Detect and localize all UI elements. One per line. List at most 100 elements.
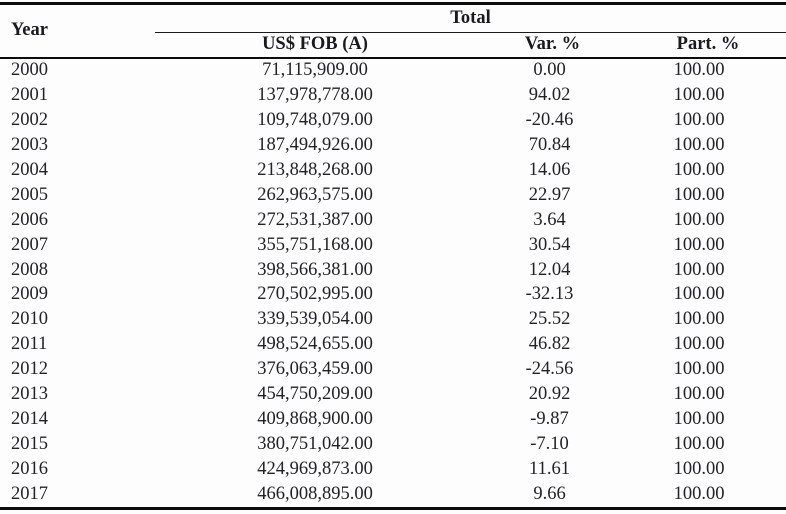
- fob-value-cell: 339,539,054.00: [257, 309, 373, 330]
- table-row: 2017 466,008,895.00 9.66 100.00: [0, 482, 786, 508]
- year-cell: 2003: [11, 135, 48, 156]
- year-cell: 2010: [11, 309, 48, 330]
- part-value-cell: 100.00: [673, 483, 725, 504]
- year-cell: 2013: [11, 384, 48, 405]
- fob-column-header: US$ FOB (A): [155, 32, 475, 59]
- year-cell: 2006: [11, 209, 48, 230]
- fob-value-cell: 466,008,895.00: [257, 483, 373, 504]
- fob-value-cell: 272,531,387.00: [257, 209, 373, 230]
- table-row: 2009 270,502,995.00 -32.13 100.00: [0, 283, 786, 308]
- var-value-cell: -9.87: [530, 408, 569, 429]
- year-cell: 2016: [11, 458, 48, 479]
- group-header-row: Year Total: [0, 3, 786, 59]
- part-value-cell: 100.00: [673, 334, 725, 355]
- table-row: 2006 272,531,387.00 3.64 100.00: [0, 208, 786, 233]
- year-cell: 2012: [11, 359, 48, 380]
- table-row: 2000 71,115,909.00 0.00 100.00: [0, 58, 786, 84]
- fob-value-cell: 187,494,926.00: [257, 135, 373, 156]
- year-cell: 2011: [11, 334, 48, 355]
- table-row: 2016 424,969,873.00 11.61 100.00: [0, 457, 786, 482]
- table-row: 2002 109,748,079.00 -20.46 100.00: [0, 108, 786, 133]
- year-column-header: Year: [0, 3, 155, 59]
- part-value-cell: 100.00: [673, 458, 725, 479]
- var-value-cell: 9.66: [533, 483, 566, 504]
- part-value-cell: 100.00: [673, 284, 725, 305]
- part-value-cell: 100.00: [673, 85, 725, 106]
- part-value-cell: 100.00: [673, 60, 725, 81]
- table-row: 2003 187,494,926.00 70.84 100.00: [0, 133, 786, 158]
- table-body: 2000 71,115,909.00 0.00 100.00 2001 137,978,7…: [0, 58, 786, 509]
- total-group-header: Total: [155, 3, 786, 33]
- year-cell: 2014: [11, 408, 48, 429]
- table-row: 2010 339,539,054.00 25.52 100.00: [0, 307, 786, 332]
- fob-value-cell: 270,502,995.00: [257, 284, 373, 305]
- year-cell: 2000: [11, 60, 48, 81]
- table-row: 2005 262,963,575.00 22.97 100.00: [0, 183, 786, 208]
- var-value-cell: 12.04: [528, 259, 571, 280]
- part-value-cell: 100.00: [673, 433, 725, 454]
- year-cell: 2015: [11, 433, 48, 454]
- part-value-cell: 100.00: [673, 234, 725, 255]
- table-row: 2008 398,566,381.00 12.04 100.00: [0, 258, 786, 283]
- var-value-cell: -20.46: [525, 110, 574, 131]
- fob-value-cell: 213,848,268.00: [257, 160, 373, 180]
- year-cell: 2002: [11, 110, 48, 131]
- var-value-cell: 70.84: [528, 135, 571, 156]
- table-row: 2007 355,751,168.00 30.54 100.00: [0, 233, 786, 258]
- part-value-cell: 100.00: [673, 135, 725, 156]
- var-value-cell: 20.92: [528, 384, 571, 405]
- fob-value-cell: 398,566,381.00: [257, 259, 373, 280]
- part-value-cell: 100.00: [673, 209, 725, 230]
- part-value-cell: 100.00: [673, 309, 725, 330]
- table-row: 2001 137,978,778.00 94.02 100.00: [0, 83, 786, 108]
- year-cell: 2007: [11, 234, 48, 255]
- table-row: 2004 213,848,268.00 14.06 100.00: [0, 158, 786, 183]
- table-row: 2014 409,868,900.00 -9.87 100.00: [0, 407, 786, 432]
- table-row: 2015 380,751,042.00 -7.10 100.00: [0, 432, 786, 457]
- var-value-cell: 25.52: [528, 309, 571, 330]
- part-value-cell: 100.00: [673, 384, 725, 405]
- var-value-cell: 11.61: [529, 458, 570, 479]
- table-row: 2013 454,750,209.00 20.92 100.00: [0, 382, 786, 407]
- year-cell: 2009: [11, 284, 48, 305]
- var-value-cell: 0.00: [533, 60, 566, 81]
- var-value-cell: 30.54: [528, 234, 571, 255]
- fob-value-cell: 376,063,459.00: [257, 359, 373, 380]
- fob-value-cell: 424,969,873.00: [257, 458, 373, 479]
- part-value-cell: 100.00: [673, 184, 725, 205]
- table-row: 2011 498,524,655.00 46.82 100.00: [0, 332, 786, 357]
- fob-value-cell: 454,750,209.00: [257, 384, 373, 405]
- var-value-cell: 3.64: [533, 209, 566, 230]
- part-value-cell: 100.00: [673, 160, 725, 180]
- year-cell: 2005: [11, 184, 48, 205]
- var-value-cell: 14.06: [528, 160, 571, 180]
- part-column-header: Part. %: [630, 32, 786, 59]
- var-value-cell: -32.13: [525, 284, 574, 305]
- var-value-cell: 46.82: [528, 334, 571, 355]
- table-header: Year Total US$ FOB (A) Var. % Part. %: [0, 3, 786, 59]
- fob-value-cell: 137,978,778.00: [257, 85, 373, 106]
- year-cell: 2001: [11, 85, 48, 106]
- fob-value-cell: 71,115,909.00: [262, 60, 368, 81]
- fob-value-cell: 355,751,168.00: [257, 234, 373, 255]
- fob-value-cell: 380,751,042.00: [257, 433, 373, 454]
- fob-value-cell: 262,963,575.00: [257, 184, 373, 205]
- fob-value-cell: 409,868,900.00: [257, 408, 373, 429]
- var-column-header: Var. %: [475, 32, 630, 59]
- part-value-cell: 100.00: [673, 408, 725, 429]
- year-cell: 2017: [11, 483, 48, 504]
- var-value-cell: -7.10: [530, 433, 569, 454]
- year-cell: 2008: [11, 259, 48, 280]
- fob-value-cell: 109,748,079.00: [257, 110, 373, 131]
- var-value-cell: 94.02: [528, 85, 571, 106]
- var-value-cell: 22.97: [528, 184, 571, 205]
- var-value-cell: -24.56: [525, 359, 574, 380]
- table-row: 2012 376,063,459.00 -24.56 100.00: [0, 357, 786, 382]
- year-cell: 2004: [11, 160, 48, 180]
- part-value-cell: 100.00: [673, 259, 725, 280]
- part-value-cell: 100.00: [673, 359, 725, 380]
- part-value-cell: 100.00: [673, 110, 725, 131]
- column-header-row: US$ FOB (A) Var. % Part. %: [0, 32, 786, 59]
